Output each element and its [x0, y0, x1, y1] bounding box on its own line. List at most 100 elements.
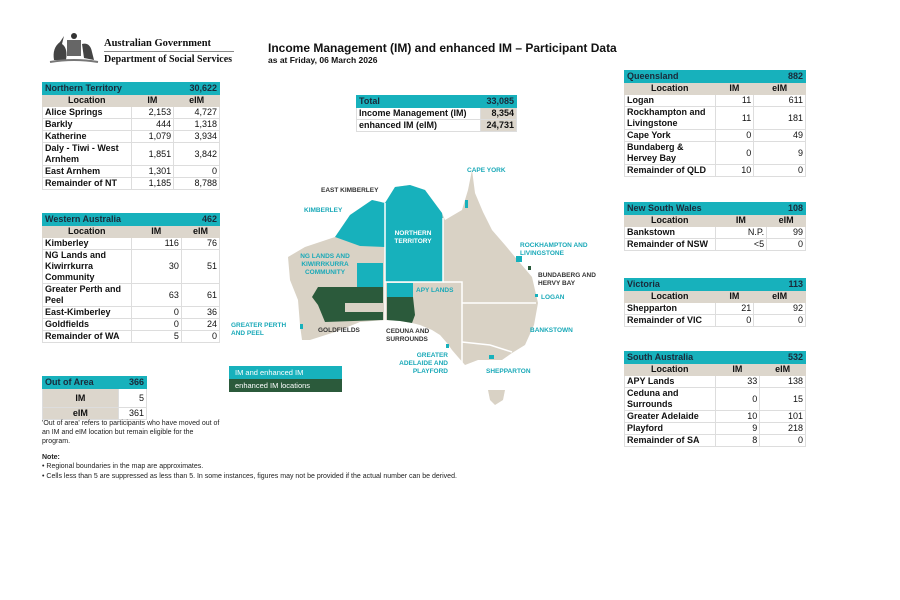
im-cell: 5	[130, 330, 182, 343]
notes-heading: Note:	[42, 454, 60, 461]
map-label-shepparton: SHEPPARTON	[486, 368, 531, 375]
map-label-greater-adelaide: GREATER ADELAIDE AND PLAYFORD	[399, 352, 448, 375]
victoria-table: Victoria 113 Location IM eIM Shepparton 21 92 Re…	[623, 278, 806, 327]
map-northern-territory-region	[385, 185, 443, 282]
note-item: • Cells less than 5 are suppressed as le…	[42, 473, 457, 480]
state-name: New South Wales	[623, 202, 768, 215]
eim-cell: 181	[753, 106, 806, 130]
table-row: Goldfields 0 24	[42, 318, 221, 331]
location-cell: Ceduna and Surrounds	[624, 387, 716, 411]
map-perth-spot	[300, 324, 303, 329]
map-shepparton-spot	[489, 355, 494, 359]
map-label-bundaberg: BUNDABERG AND HERVY BAY	[538, 272, 596, 287]
eim-cell: 8,788	[173, 177, 220, 190]
column-header-location: Location	[42, 94, 132, 107]
map-label-northern-territory: NORTHERN TERRITORY	[394, 230, 432, 245]
eim-cell: 9	[753, 141, 806, 165]
logo-government-text: Australian Government	[104, 38, 212, 49]
state-total: 30,622	[173, 82, 220, 95]
total-eim-label: enhanced IM (eIM)	[355, 119, 482, 132]
table-row: Ceduna and Surrounds 0 15	[624, 387, 806, 411]
table-row: Cape York 0 49	[624, 129, 806, 142]
map-label-logan: LOGAN	[541, 294, 565, 301]
column-header-row: Location IM eIM	[624, 290, 806, 303]
total-eim-value: 24,731	[480, 119, 517, 132]
state-header-row: New South Wales 108	[623, 202, 806, 215]
map-ng-lands-region	[357, 263, 383, 287]
coat-of-arms-logo	[49, 33, 99, 63]
table-row: Bundaberg & Hervey Bay 0 9	[624, 141, 806, 165]
map-apy-lands-region	[387, 283, 413, 297]
new-south-wales-table: New South Wales 108 Location IM eIM Bankstown…	[623, 202, 806, 251]
map-label-bankstown: BANKSTOWN	[530, 327, 573, 334]
map-label-kimberley: KIMBERLEY	[304, 207, 343, 214]
column-header-location: Location	[624, 214, 716, 227]
eim-cell: 3,842	[173, 142, 220, 166]
map-label-ceduna: CEDUNA AND SURROUNDS	[386, 328, 430, 343]
table-row: Barkly 444 1,318	[42, 118, 220, 131]
table-row: Greater Perth and Peel 63 61	[42, 283, 221, 307]
page-title: Income Management (IM) and enhanced IM –…	[268, 41, 617, 55]
table-row: Rockhampton and Livingstone 11 181	[624, 106, 806, 130]
im-cell: 8	[714, 434, 761, 447]
map-cape-york-spot	[465, 200, 468, 208]
map-label-ng-lands: NG LANDS AND KIWIRRKURRA COMMUNITY	[300, 253, 350, 276]
map-legend: IM and enhanced IM enhanced IM locations	[229, 366, 342, 392]
location-cell: Remainder of SA	[624, 434, 716, 447]
column-header-im: IM	[714, 82, 755, 95]
total-im-value: 8,354	[480, 107, 517, 120]
column-header-location: Location	[624, 82, 716, 95]
location-cell: Remainder of VIC	[624, 314, 716, 327]
eim-cell: 61	[180, 283, 221, 307]
column-header-eim: eIM	[180, 225, 221, 238]
map-adelaide-spot	[446, 344, 449, 348]
map-bundaberg-spot	[528, 266, 531, 270]
eim-cell: 0	[753, 314, 806, 327]
column-header-location: Location	[624, 290, 716, 303]
table-row: Playford 9 218	[624, 422, 806, 435]
location-cell: Remainder of NT	[42, 177, 132, 190]
column-header-im: IM	[714, 363, 761, 376]
eim-cell: 51	[180, 249, 221, 284]
column-header-eim: eIM	[766, 214, 806, 227]
map-state-borders	[384, 203, 536, 365]
out-of-area-table: Out of Area 366 IM 5 eIM 361	[42, 376, 148, 420]
south-australia-table: South Australia 532 Location IM eIM APY Lands…	[623, 351, 806, 447]
table-row: Remainder of VIC 0 0	[624, 314, 806, 327]
map-goldfields-region	[312, 287, 383, 322]
map-label-cape-york: CAPE YORK	[467, 167, 506, 174]
total-label: Total	[355, 95, 482, 108]
legend-eim-only: enhanced IM locations	[229, 379, 342, 392]
logo-department-text: Department of Social Services	[104, 54, 233, 65]
page-subtitle: as at Friday, 06 March 2026	[268, 55, 378, 65]
state-total: 113	[753, 278, 806, 291]
table-row: Remainder of NT 1,185 8,788	[42, 177, 220, 190]
map-kimberley-region	[335, 200, 385, 247]
column-header-im: IM	[130, 225, 182, 238]
table-row: Remainder of NSW <5 0	[624, 238, 806, 251]
out-of-area-eim-label: eIM	[42, 407, 119, 420]
map-label-east-kimberley: EAST KIMBERLEY	[321, 187, 379, 194]
location-cell: Rockhampton and Livingstone	[624, 106, 716, 130]
map-label-greater-perth: GREATER PERTH AND PEEL	[231, 322, 287, 337]
table-row: Remainder of SA 8 0	[624, 434, 806, 447]
logo-divider	[104, 51, 234, 52]
location-cell: Remainder of WA	[42, 330, 132, 343]
legend-im-and-eim: IM and enhanced IM	[229, 366, 342, 379]
map-tasmania	[488, 390, 505, 405]
im-cell: 0	[714, 387, 761, 411]
note-item: • Regional boundaries in the map are app…	[42, 463, 204, 470]
column-header-row: Location IM eIM	[42, 94, 220, 107]
location-cell: Bundaberg & Hervey Bay	[624, 141, 716, 165]
queensland-table: Queensland 882 Location IM eIM Logan 11 611 Rock…	[623, 70, 806, 177]
column-header-row: Location IM eIM	[624, 214, 806, 227]
eim-cell: 0	[180, 330, 221, 343]
out-of-area-description: 'Out of area' refers to participants who…	[42, 420, 220, 445]
map-label-goldfields: GOLDFIELDS	[318, 327, 360, 334]
column-header-eim: eIM	[753, 290, 806, 303]
table-row: Bankstown N.P. 99	[624, 226, 806, 239]
western-australia-table: Western Australia 462 Location IM eIM Kimberl…	[42, 213, 221, 343]
eim-cell: 0	[759, 434, 806, 447]
column-header-row: Location IM eIM	[624, 82, 806, 95]
table-row: Remainder of QLD 10 0	[624, 164, 806, 177]
